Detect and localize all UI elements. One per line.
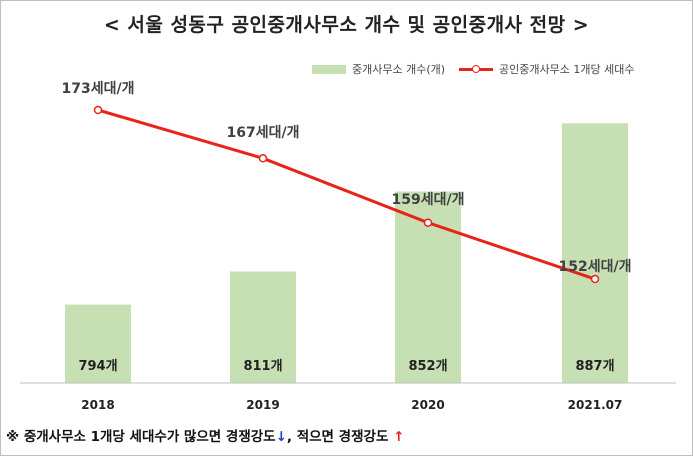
bar-3 bbox=[562, 123, 628, 383]
line-series-path bbox=[97, 108, 596, 281]
legend-bar-label: 중개사무소 개수(개) bbox=[352, 63, 446, 76]
x-tick-label: 2018 bbox=[81, 398, 114, 412]
arrow-up-icon: ↑ bbox=[393, 429, 405, 445]
bar-value-label: 811개 bbox=[243, 359, 282, 374]
footnote-text-2: , 적으면 경쟁강도 bbox=[286, 429, 394, 445]
line-point-2 bbox=[423, 218, 433, 227]
footnote: ※ 중개사무소 1개당 세대수가 많으면 경쟁강도↓, 적으면 경쟁강도 ↑ bbox=[6, 425, 404, 445]
x-tick-label: 2019 bbox=[246, 398, 279, 412]
line-point-3 bbox=[590, 274, 600, 284]
bar-1 bbox=[230, 271, 296, 383]
line-value-label: 152세대/개 bbox=[559, 259, 632, 275]
line-point-1 bbox=[258, 154, 268, 163]
chart-title: < 서울 성동구 공인중개사무소 개수 및 공인중개사 전망 > bbox=[103, 14, 590, 36]
legend-bar-swatch bbox=[312, 64, 346, 74]
line-point-0 bbox=[93, 105, 103, 115]
footnote-text-1: ※ 중개사무소 1개당 세대수가 많으면 경쟁강도 bbox=[6, 429, 276, 445]
legend-line-swatch bbox=[459, 64, 494, 74]
line-value-label: 159세대/개 bbox=[392, 192, 465, 208]
bar-0 bbox=[65, 304, 131, 383]
x-tick-label: 2020 bbox=[411, 398, 444, 412]
bar-value-label: 852개 bbox=[408, 359, 447, 374]
bar-value-label: 887개 bbox=[575, 359, 614, 374]
legend-line-label: 공인중개사무소 1개당 세대수 bbox=[499, 63, 635, 76]
line-value-label: 173세대/개 bbox=[62, 81, 135, 97]
line-value-label: 167세대/개 bbox=[227, 125, 300, 141]
legend: 중개사무소 개수(개) 공인중개사무소 1개당 세대수 bbox=[312, 61, 634, 77]
arrow-down-icon: ↓ bbox=[275, 429, 287, 445]
x-tick-label: 2021.07 bbox=[568, 398, 623, 412]
bar-value-label: 794개 bbox=[78, 359, 117, 374]
